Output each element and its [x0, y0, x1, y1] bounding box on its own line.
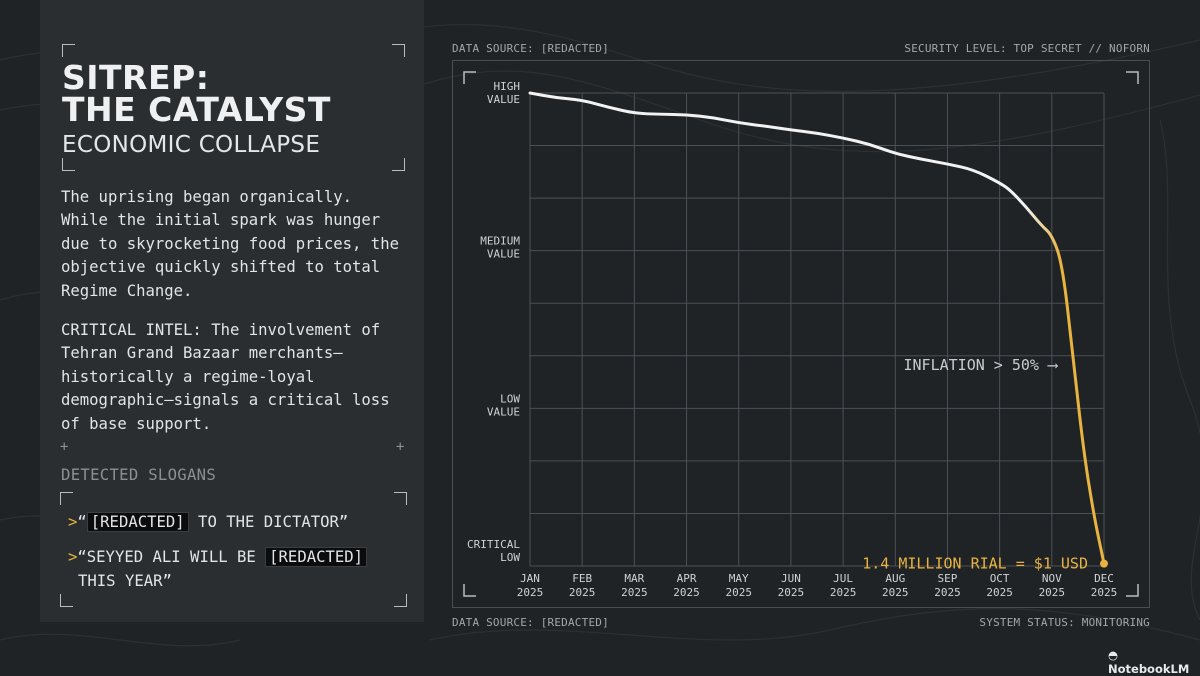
x-tick-label: NOV: [1042, 572, 1062, 585]
bracket-corner: [1126, 71, 1139, 84]
redacted-block: [REDACTED]: [86, 512, 189, 532]
data-point-endpoint: [1100, 559, 1108, 568]
data-source-label-bottom: DATA SOURCE: [REDACTED]: [452, 616, 609, 629]
y-tick-label: HIGH: [494, 80, 521, 93]
notebooklm-brand: ◓ NotebookLM: [1108, 648, 1200, 676]
bracket-corner: [394, 492, 407, 505]
x-tick-label: OCT: [990, 572, 1010, 585]
paragraph-line: Regime Change.: [61, 281, 193, 300]
x-tick-label: 2025: [517, 586, 544, 599]
slogan-item: >“ [REDACTED] TO THE DICTATOR”: [68, 510, 398, 534]
inflation-annotation: INFLATION > 50% ⟶: [904, 356, 1058, 374]
crosshair-icon: +: [60, 439, 69, 455]
security-level-label: SECURITY LEVEL: TOP SECRET // NOFORN: [904, 42, 1150, 55]
brand-name: NotebookLM: [1108, 662, 1190, 676]
paragraph-line: Tehran Grand Bazaar merchants—: [61, 344, 343, 363]
y-tick-label: MEDIUM: [480, 235, 520, 248]
slogan-text-line-2: THIS YEAR”: [78, 572, 172, 590]
crosshair-icon: +: [396, 439, 405, 455]
bracket-corner: [62, 44, 75, 57]
x-tick-label: 2025: [778, 586, 805, 599]
paragraph-line: The uprising began organically.: [61, 188, 353, 206]
x-tick-label: 2025: [1091, 586, 1118, 599]
chevron-right-icon: >: [68, 548, 78, 566]
x-tick-label: 2025: [673, 586, 700, 599]
series-line-rial-value: [528, 91, 1106, 566]
y-tick-label: VALUE: [487, 405, 520, 418]
x-tick-label: 2025: [830, 586, 857, 599]
x-tick-label: FEB: [572, 572, 592, 585]
x-tick-label: 2025: [725, 586, 752, 599]
x-tick-label: 2025: [621, 586, 648, 599]
exchange-rate-annotation: 1.4 MILLION RIAL = $1 USD: [862, 555, 1088, 573]
paragraph-line: demographic—signals a critical loss: [61, 391, 390, 410]
x-tick-label: 2025: [882, 586, 909, 599]
bracket-corner: [463, 71, 476, 84]
paragraph-line: historically a regime-loyal: [61, 367, 315, 386]
y-tick-label: CRITICAL: [467, 538, 520, 551]
slogan-quote-open: “: [77, 513, 87, 531]
x-tick-label: JUN: [781, 572, 801, 585]
bracket-corner: [394, 594, 407, 607]
x-tick-label: MAR: [624, 572, 644, 585]
bracket-corner: [392, 158, 405, 171]
paragraph-line: of base support.: [61, 414, 212, 433]
intel-paragraph: CRITICAL INTEL: The involvement of Tehra…: [61, 319, 411, 436]
x-tick-label: AUG: [885, 572, 905, 585]
x-tick-label: APR: [677, 572, 697, 585]
data-source-label-top: DATA SOURCE: [REDACTED]: [452, 42, 609, 55]
y-tick-label: LOW: [500, 392, 520, 405]
bracket-corner: [392, 44, 405, 57]
x-tick-label: MAY: [729, 572, 749, 585]
bracket-corner: [463, 584, 476, 597]
redacted-block: [REDACTED]: [265, 547, 368, 567]
slogans-heading: DETECTED SLOGANS: [61, 466, 217, 484]
slogan-item: >“SEYYED ALI WILL BE [REDACTED] THIS YEA…: [68, 545, 398, 593]
x-tick-label: SEP: [938, 572, 958, 585]
bracket-corner: [1126, 584, 1139, 597]
paragraph-line: While the initial spark was hunger: [61, 211, 381, 230]
bracket-corner: [60, 594, 73, 607]
chevron-right-icon: >: [68, 513, 78, 531]
page-title: SITREP:: [62, 58, 210, 97]
bracket-corner: [62, 158, 75, 171]
x-tick-label: 2025: [569, 586, 596, 599]
x-tick-label: 2025: [934, 586, 961, 599]
y-tick-label: LOW: [500, 551, 520, 564]
intro-paragraph: The uprising began organically. While th…: [61, 186, 411, 303]
x-tick-label: JAN: [520, 572, 540, 585]
x-tick-label: 2025: [986, 586, 1013, 599]
slogan-text: “SEYYED ALI WILL BE: [77, 548, 266, 566]
sitrep-panel: SITREP: THE CATALYST ECONOMIC COLLAPSE T…: [40, 0, 424, 622]
y-tick-label: VALUE: [487, 93, 520, 106]
page-title-line-2: THE CATALYST: [62, 90, 331, 129]
x-tick-label: DEC: [1094, 572, 1114, 585]
x-tick-label: JUL: [833, 572, 853, 585]
paragraph-line: due to skyrocketing food prices, the: [61, 234, 399, 253]
page-subtitle: ECONOMIC COLLAPSE: [62, 132, 321, 158]
system-status-label: SYSTEM STATUS: MONITORING: [979, 616, 1150, 629]
y-tick-label: VALUE: [487, 248, 520, 261]
x-tick-label: 2025: [1039, 586, 1066, 599]
bracket-corner: [60, 492, 73, 505]
chart-frame: [452, 60, 1150, 608]
slogan-text: TO THE DICTATOR”: [188, 513, 349, 531]
paragraph-line: objective quickly shifted to total: [61, 258, 381, 277]
notebooklm-logo-icon: ◓: [1108, 648, 1119, 662]
paragraph-line: CRITICAL INTEL: The involvement of: [61, 321, 381, 339]
